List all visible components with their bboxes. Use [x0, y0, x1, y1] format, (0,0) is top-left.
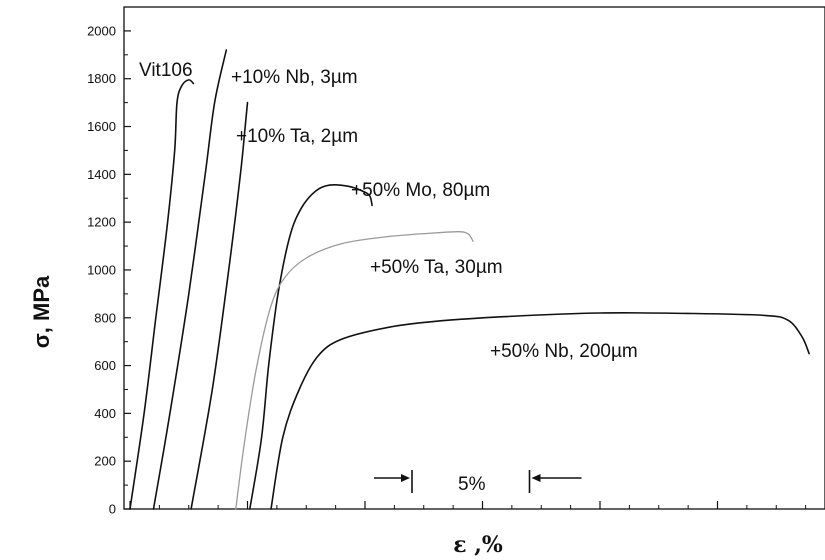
- y-tick-label: 1400: [87, 167, 116, 182]
- series-label-nb-200um: +50% Nb, 200µm: [490, 341, 638, 362]
- y-tick-label: 1600: [87, 119, 116, 134]
- y-tick-label: 2000: [87, 23, 116, 38]
- y-tick-label: 0: [109, 502, 116, 517]
- y-tick-label: 1000: [87, 262, 116, 277]
- series-label-mo-80um: +50% Mo, 80µm: [351, 180, 490, 201]
- scale-bar-left-arrowhead-icon: [401, 474, 410, 482]
- y-tick-label: 200: [94, 454, 116, 469]
- series-line-1: [152, 49, 228, 510]
- scale-bar-right-arrowhead-icon: [531, 474, 541, 482]
- y-tick-label: 1800: [87, 71, 116, 86]
- strain-scale-bar-label: 5%: [458, 474, 486, 495]
- series-label-ta-30um: +50% Ta, 30µm: [370, 257, 503, 278]
- x-axis-title: ε ,%: [453, 532, 503, 558]
- series-line-5: [270, 312, 810, 510]
- y-tick-label: 600: [94, 358, 116, 373]
- series-label-vit106: Vit106: [139, 60, 193, 81]
- y-tick-label: 1200: [87, 215, 116, 230]
- series-line-4: [235, 231, 474, 510]
- series-label-nb-3um: +10% Nb, 3µm: [231, 67, 358, 88]
- series-line-0: [129, 79, 195, 510]
- y-tick-label: 400: [94, 406, 116, 421]
- series-line-2: [190, 101, 249, 510]
- plot-frame: [123, 6, 825, 510]
- y-tick-label: 800: [94, 310, 116, 325]
- y-axis-title: σ, MPa: [29, 275, 54, 348]
- series-label-ta-2um: +10% Ta, 2µm: [236, 126, 358, 147]
- series-line-3: [249, 184, 373, 510]
